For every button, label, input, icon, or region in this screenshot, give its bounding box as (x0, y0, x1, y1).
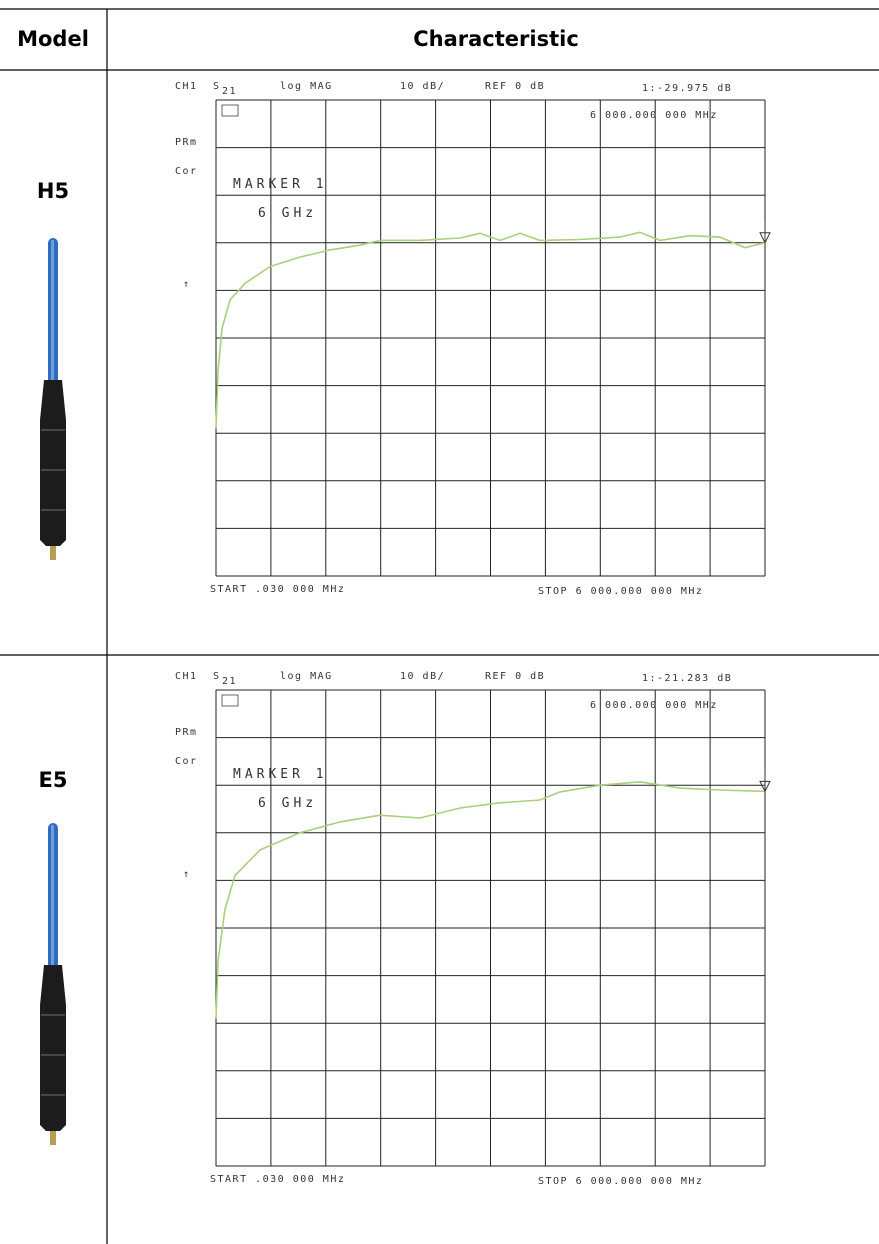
parameter-sub: 21 (222, 676, 237, 687)
parameter: S (213, 81, 221, 92)
side-label: ↑ (183, 279, 191, 290)
side-label: Cor (175, 166, 198, 177)
side-label: PRm (175, 137, 198, 148)
header-model: Model (17, 27, 89, 51)
trace (215, 231, 766, 429)
softkey-box (221, 104, 239, 117)
stop-frequency: STOP 6 000.000 000 MHz (538, 1176, 703, 1187)
start-frequency: START .030 000 MHz (210, 1174, 345, 1185)
trace (215, 781, 766, 1019)
marker-label: MARKER 1 (233, 177, 328, 192)
model-label: E5 (39, 768, 68, 792)
side-label: Cor (175, 756, 198, 767)
scale: 10 dB/ (400, 81, 445, 92)
side-label: ↑ (183, 869, 191, 880)
format: log MAG (280, 671, 333, 682)
stop-frequency: STOP 6 000.000 000 MHz (538, 586, 703, 597)
softkey-box (221, 694, 239, 707)
probe-image (40, 238, 66, 560)
marker-value: 6 GHz (258, 796, 317, 811)
marker-frequency: 6 000.000 000 MHz (590, 110, 718, 121)
probe-image (39, 822, 67, 1146)
channel: CH1 (175, 81, 198, 92)
marker-readout: 1:-21.283 dB (642, 673, 732, 684)
reference: REF 0 dB (485, 671, 545, 682)
reference: REF 0 dB (485, 81, 545, 92)
marker-symbol (759, 769, 771, 793)
scale: 10 dB/ (400, 671, 445, 682)
table-borders (0, 8, 879, 1244)
marker-label: MARKER 1 (233, 767, 328, 782)
marker-value: 6 GHz (258, 206, 317, 221)
side-label: PRm (175, 727, 198, 738)
parameter-sub: 21 (222, 86, 237, 97)
parameter: S (213, 671, 221, 682)
marker-readout: 1:-29.975 dB (642, 83, 732, 94)
channel: CH1 (175, 671, 198, 682)
format: log MAG (280, 81, 333, 92)
marker-symbol (759, 220, 771, 244)
marker-frequency: 6 000.000 000 MHz (590, 700, 718, 711)
header-characteristic: Characteristic (413, 27, 579, 51)
model-label: H5 (37, 179, 69, 203)
start-frequency: START .030 000 MHz (210, 584, 345, 595)
